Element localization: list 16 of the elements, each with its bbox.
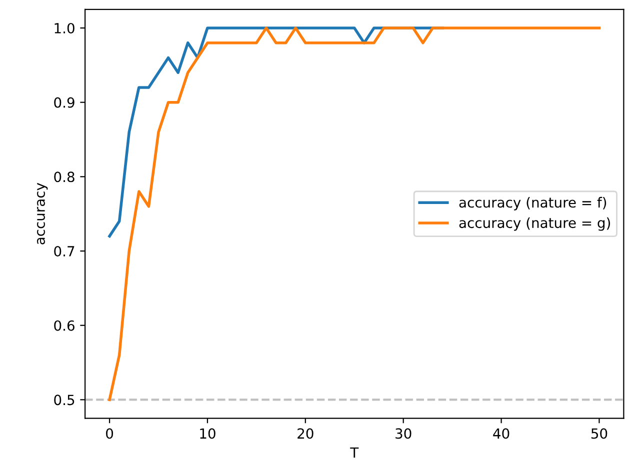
y-tick-label: 0.6 — [54, 320, 74, 331]
x-tick-label: 40 — [493, 428, 510, 439]
y-tick-label: 1.0 — [54, 22, 74, 34]
y-tick-label: 0.7 — [54, 246, 74, 256]
y-tick-label: 0.9 — [54, 97, 74, 108]
legend-label: accuracy (nature = f) — [459, 196, 606, 210]
x-tick-label: 10 — [200, 428, 216, 439]
y-tick-label: 0.8 — [54, 172, 74, 182]
y-axis-title: accuracy — [37, 182, 48, 244]
y-tick-label: 0.5 — [54, 394, 74, 406]
x-tick-label: 50 — [591, 428, 608, 439]
x-tick-label: 30 — [396, 428, 412, 439]
x-tick-label: 20 — [298, 428, 314, 439]
x-tick-label: 0 — [106, 428, 114, 439]
legend-label: accuracy (nature = g) — [459, 217, 610, 231]
x-axis-title: T — [350, 447, 359, 458]
